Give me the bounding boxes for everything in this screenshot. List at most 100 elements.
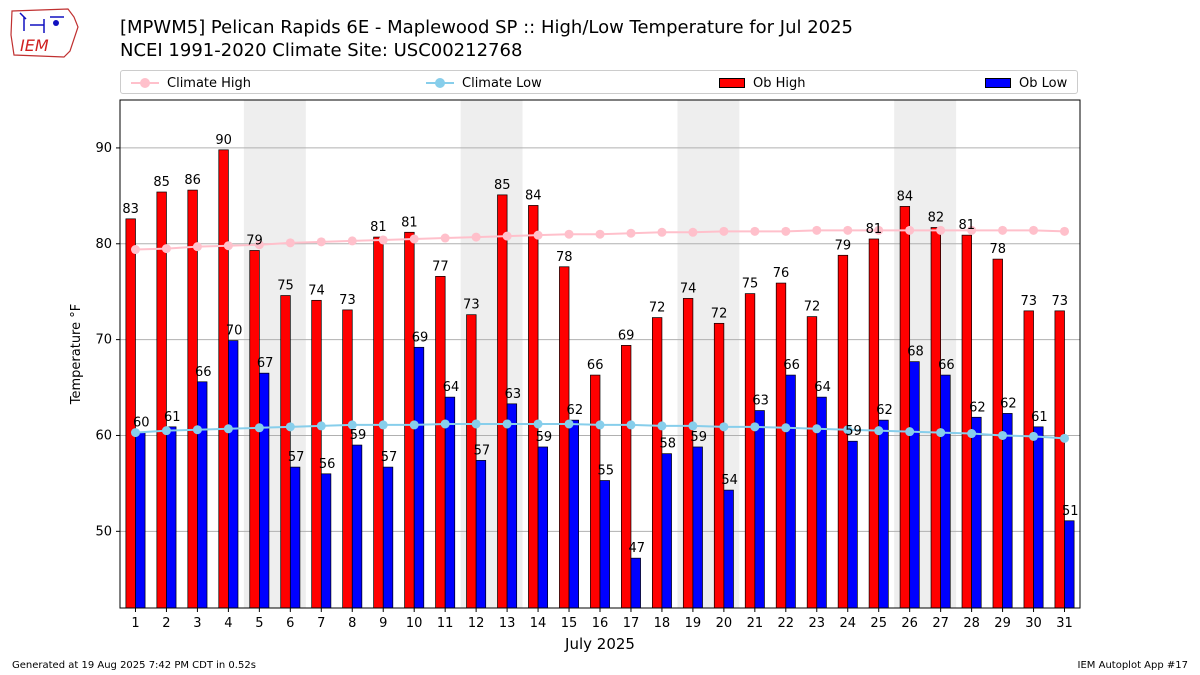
ob-low-bar: [475, 460, 487, 609]
y-tick-label: 60: [95, 428, 112, 443]
ob-low-bar: [166, 426, 177, 609]
x-tick-label: 19: [685, 616, 702, 631]
climate-high-point: [750, 226, 760, 236]
ob-high-bar: [528, 205, 539, 609]
climate-low-point: [1060, 433, 1070, 443]
ob-high-bar: [125, 218, 136, 609]
ob-low-swatch-icon: [985, 78, 1011, 88]
ob-high-label: 84: [525, 188, 542, 203]
ob-low-label: 66: [938, 358, 955, 373]
ob-low-label: 57: [381, 450, 398, 465]
climate-low-point: [223, 424, 233, 434]
x-tick-label: 23: [809, 616, 826, 631]
ob-low-bar: [444, 396, 456, 609]
climate-high-point: [905, 225, 915, 235]
ob-high-label: 85: [153, 175, 170, 190]
ob-high-bar: [156, 191, 167, 609]
ob-low-bar: [568, 419, 579, 609]
ob-low-bar: [661, 453, 672, 609]
climate-high-point: [378, 235, 388, 245]
x-tick-label: 28: [963, 616, 980, 631]
y-tick-label: 90: [95, 141, 112, 156]
ob-low-bar: [692, 446, 703, 609]
climate-high-point: [409, 234, 419, 244]
ob-high-bar: [682, 298, 694, 609]
ob-high-bar: [187, 189, 198, 609]
ob-high-bar: [651, 317, 663, 609]
climate-low-point: [688, 421, 698, 431]
ob-high-label: 84: [897, 189, 914, 204]
climate-high-point: [998, 225, 1008, 235]
ob-high-bar: [311, 299, 322, 609]
ob-low-bar: [351, 444, 363, 609]
climate-low-point: [378, 420, 388, 430]
ob-high-label: 75: [742, 277, 759, 292]
x-tick-label: 22: [778, 616, 795, 631]
ob-high-label: 66: [587, 358, 604, 373]
x-tick-label: 8: [348, 616, 356, 631]
legend-climate-high: Climate High: [131, 74, 251, 92]
ob-low-label: 64: [814, 380, 831, 395]
climate-high-point: [533, 230, 543, 240]
ob-high-label: 81: [370, 220, 387, 235]
ob-high-bar: [342, 309, 353, 609]
y-tick-label: 50: [95, 524, 112, 539]
ob-high-swatch-icon: [719, 78, 745, 88]
x-tick-label: 15: [561, 616, 578, 631]
x-tick-label: 20: [716, 616, 733, 631]
ob-low-bar: [909, 361, 920, 609]
ob-high-bar: [218, 149, 229, 609]
climate-high-point: [967, 225, 977, 235]
climate-high-point: [471, 232, 481, 242]
x-tick-label: 21: [747, 616, 764, 631]
ob-high-bar: [775, 282, 787, 609]
climate-high-point: [254, 240, 264, 250]
x-tick-label: 4: [224, 616, 232, 631]
ob-high-label: 73: [463, 298, 480, 313]
ob-high-bar: [466, 314, 477, 609]
x-tick-label: 16: [592, 616, 609, 631]
ob-high-label: 78: [556, 250, 573, 265]
ob-high-label: 72: [649, 301, 666, 316]
climate-low-point: [1029, 431, 1039, 441]
ob-low-bar: [723, 489, 734, 609]
ob-low-bar: [940, 374, 951, 609]
ob-low-bar: [847, 440, 858, 609]
climate-high-point: [223, 241, 233, 251]
ob-low-label: 70: [226, 324, 243, 339]
ob-low-label: 51: [1062, 504, 1079, 519]
climate-low-point: [440, 419, 450, 429]
climate-high-point: [688, 227, 698, 237]
ob-high-bar: [713, 322, 725, 609]
legend-ob-high: Ob High: [719, 74, 806, 92]
ob-low-label: 57: [474, 443, 491, 458]
ob-high-bar: [868, 238, 880, 609]
app-note: IEM Autoplot App #17: [1077, 660, 1188, 671]
climate-high-point: [440, 233, 450, 243]
climate-low-point: [347, 420, 357, 430]
legend: Climate High Climate Low Ob High Ob Low: [120, 70, 1078, 94]
ob-low-label: 59: [536, 430, 553, 445]
ob-low-bar: [1064, 520, 1075, 609]
legend-ob-low-label: Ob Low: [1019, 75, 1068, 91]
x-tick-label: 13: [499, 616, 516, 631]
legend-climate-low-label: Climate Low: [462, 75, 542, 91]
climate-low-point: [471, 419, 481, 429]
climate-low-point: [192, 425, 202, 435]
ob-high-label: 76: [773, 266, 790, 281]
ob-low-bar: [1002, 413, 1013, 609]
climate-high-point: [874, 225, 884, 235]
climate-high-point: [502, 231, 512, 241]
x-tick-label: 24: [839, 616, 856, 631]
climate-low-point: [998, 430, 1008, 440]
iem-logo: IEM: [10, 8, 79, 58]
climate-low-point: [750, 422, 760, 432]
y-tick-label: 70: [95, 333, 112, 348]
ob-high-bar: [899, 206, 911, 609]
climate-low-point: [936, 428, 946, 438]
ob-low-bar: [630, 557, 641, 609]
legend-climate-high-label: Climate High: [167, 75, 252, 91]
ob-low-label: 68: [907, 345, 924, 360]
ob-low-label: 62: [969, 400, 986, 415]
